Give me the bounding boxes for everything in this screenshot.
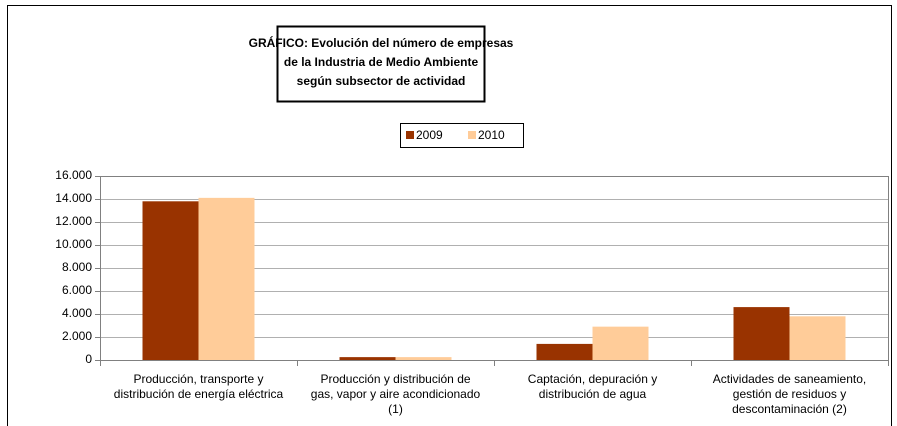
legend-label: 2010 [478,128,505,142]
y-tick-label: 10.000 [55,237,92,251]
y-tick-label: 12.000 [55,214,92,228]
chart-title: según subsector de actividad [297,74,466,88]
bar [395,357,452,360]
x-tick-label: descontaminación (2) [732,402,847,416]
legend-swatch [468,131,476,139]
y-tick-label: 4.000 [62,306,92,320]
y-tick-label: 2.000 [62,329,92,343]
x-tick-label: Captación, depuración y [528,372,657,386]
chart-title: GRÁFICO: Evolución del número de empresa… [249,35,514,50]
bar [142,201,199,360]
chart-border [7,5,892,426]
y-tick-label: 0 [85,352,92,366]
y-tick-label: 6.000 [62,283,92,297]
y-tick-label: 8.000 [62,260,92,274]
bar [536,343,593,360]
bar [733,307,790,360]
legend-label: 2009 [416,128,443,142]
x-tick-label: Producción, transporte y [133,372,263,386]
bar [198,197,255,360]
legend-swatch [406,131,414,139]
x-tick-label: (1) [388,402,403,416]
bar [592,326,649,360]
bar [789,316,846,360]
title-box [276,25,486,103]
y-tick-label: 14.000 [55,191,92,205]
x-tick-label: gestión de residuos y [733,387,846,401]
x-tick-label: Producción y distribución de [320,372,470,386]
bar [339,357,396,360]
x-tick-label: Actividades de saneamiento, [713,372,866,386]
y-tick-label: 16.000 [55,168,92,182]
legend-box [400,123,524,148]
chart-title: de la Industria de Medio Ambiente [284,55,479,69]
x-tick-label: distribución de energía eléctrica [114,387,284,401]
x-tick-label: gas, vapor y aire acondicionado [311,387,481,401]
x-tick-label: distribución de agua [539,387,647,401]
